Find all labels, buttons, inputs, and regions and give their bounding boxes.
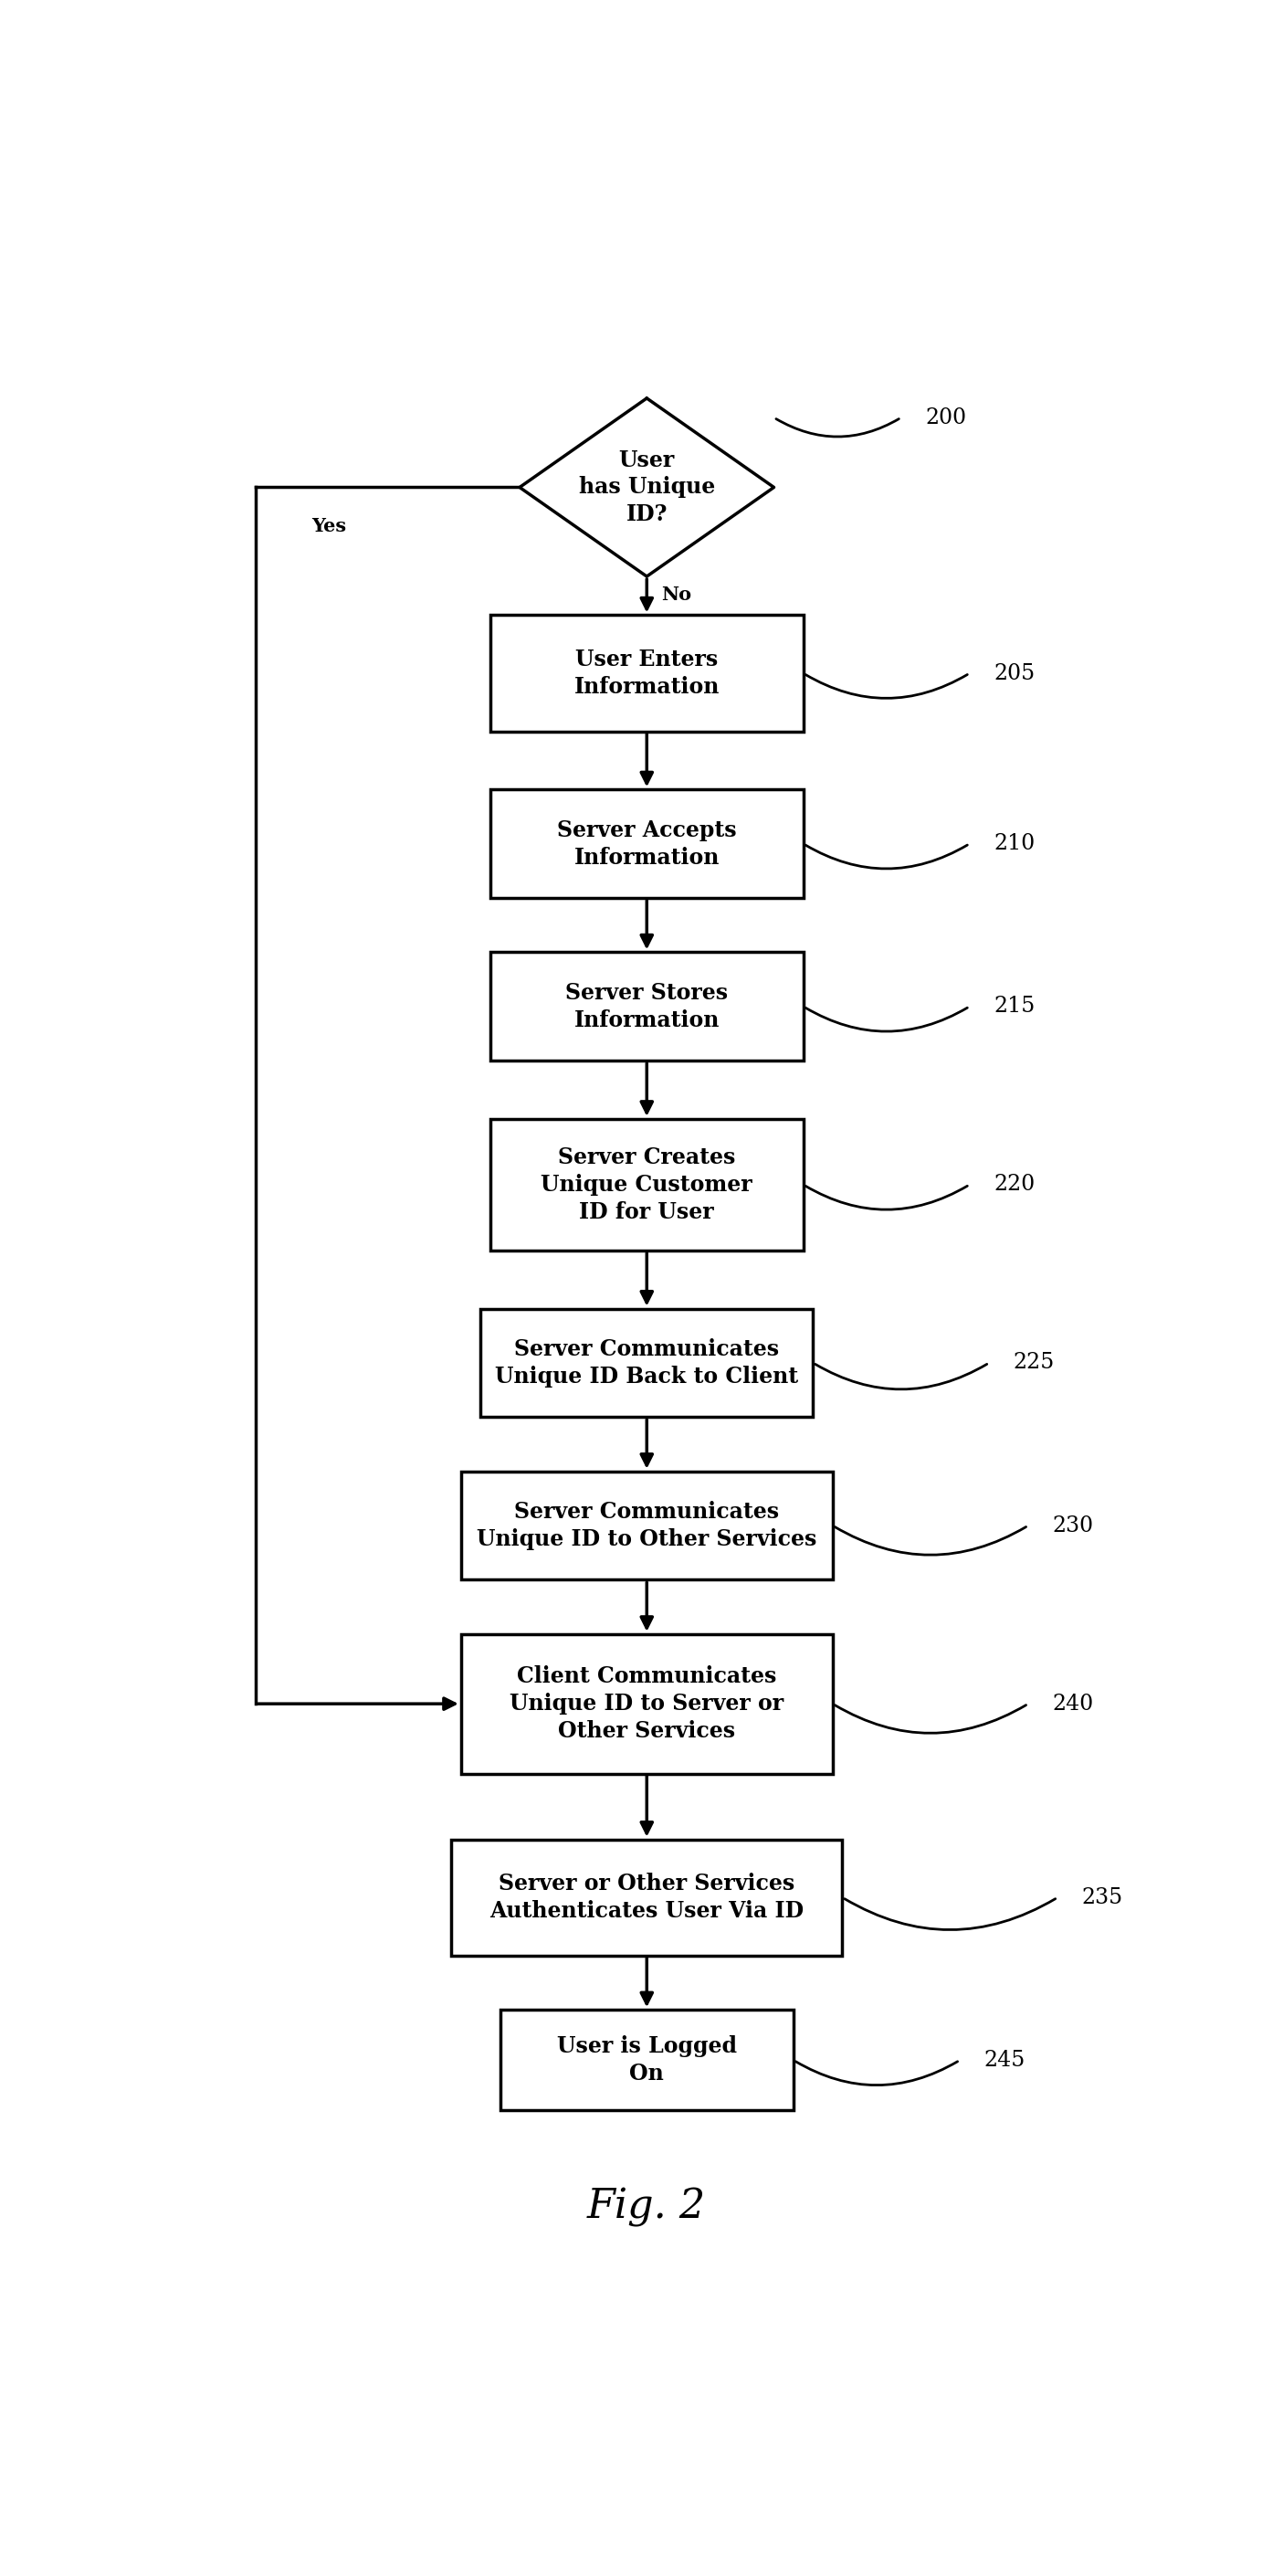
Text: Yes: Yes: [312, 518, 346, 536]
Text: No: No: [661, 585, 692, 603]
Bar: [452, 1839, 842, 1955]
Text: Server Creates
Unique Customer
ID for User: Server Creates Unique Customer ID for Us…: [541, 1146, 752, 1224]
Text: User Enters
Information: User Enters Information: [574, 649, 719, 698]
Text: Server Accepts
Information: Server Accepts Information: [557, 819, 737, 868]
Text: Client Communicates
Unique ID to Server or
Other Services: Client Communicates Unique ID to Server …: [510, 1667, 784, 1741]
Text: Server Stores
Information: Server Stores Information: [565, 981, 728, 1030]
Text: Server Communicates
Unique ID to Other Services: Server Communicates Unique ID to Other S…: [477, 1502, 817, 1551]
Text: 235: 235: [1082, 1888, 1123, 1909]
Text: 220: 220: [994, 1175, 1035, 1195]
Text: 230: 230: [1053, 1515, 1094, 1535]
Bar: [490, 1118, 803, 1249]
Text: Server or Other Services
Authenticates User Via ID: Server or Other Services Authenticates U…: [490, 1873, 804, 1922]
Text: 240: 240: [1053, 1692, 1094, 1713]
Text: 200: 200: [925, 407, 967, 428]
Bar: [490, 953, 803, 1061]
Text: 225: 225: [1013, 1352, 1055, 1373]
Text: 210: 210: [994, 832, 1035, 855]
Text: 245: 245: [984, 2050, 1026, 2071]
Text: 205: 205: [994, 662, 1035, 683]
Bar: [490, 788, 803, 899]
Text: Fig. 2: Fig. 2: [587, 2187, 707, 2228]
Text: Server Communicates
Unique ID Back to Client: Server Communicates Unique ID Back to Cl…: [495, 1340, 799, 1388]
Bar: [481, 1309, 813, 1417]
Bar: [461, 1471, 833, 1579]
Text: User
has Unique
ID?: User has Unique ID?: [579, 448, 714, 526]
Text: 215: 215: [994, 997, 1035, 1018]
Bar: [500, 2009, 794, 2110]
Text: User is Logged
On: User is Logged On: [557, 2035, 737, 2084]
Bar: [461, 1633, 833, 1772]
Bar: [490, 616, 803, 732]
